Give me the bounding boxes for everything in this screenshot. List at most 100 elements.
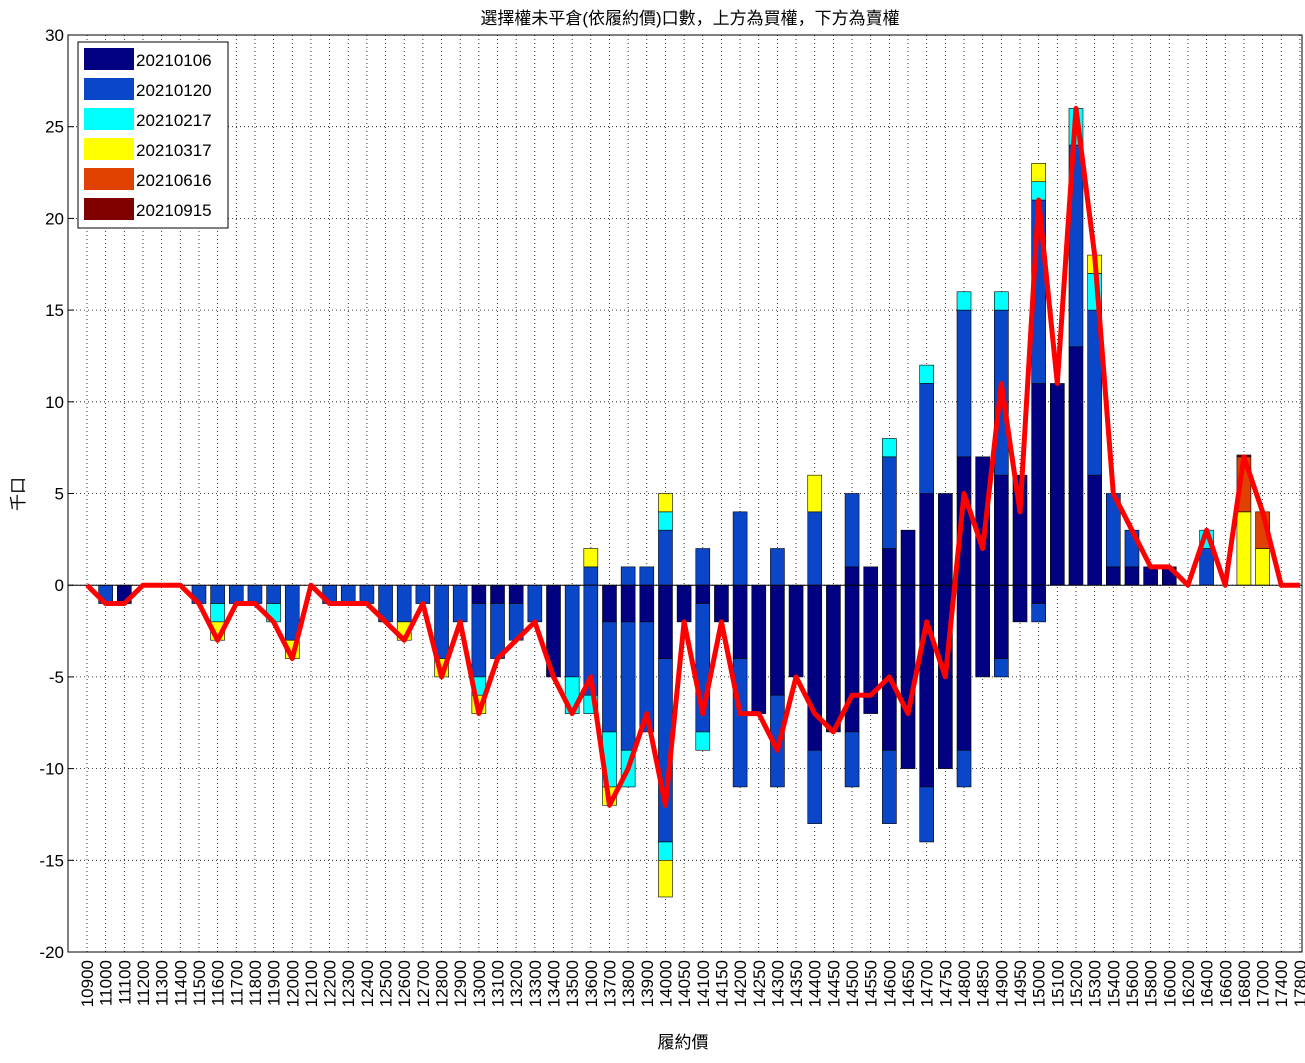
legend-label: 20210217 — [136, 111, 212, 130]
legend: 20210106 20210120 20210217 20210317 20210616… — [77, 41, 229, 229]
bar-segment — [490, 584, 505, 604]
bar-segment — [826, 584, 841, 733]
legend-label: 20210915 — [136, 201, 212, 220]
x-tick-label: 13200 — [507, 960, 526, 1007]
bar-segment — [1050, 383, 1065, 586]
net-line — [85, 105, 1300, 808]
bar-segment — [415, 584, 431, 604]
x-tick-label: 12900 — [451, 960, 470, 1007]
bar-segment — [639, 584, 655, 623]
bar-segment — [1199, 548, 1214, 586]
bar-segment — [1031, 603, 1046, 623]
x-tick-label: 14650 — [899, 960, 918, 1007]
x-tick-label: 14800 — [955, 960, 974, 1007]
bar-segment — [844, 493, 860, 568]
bar-segment — [658, 511, 673, 531]
bar-segment — [751, 584, 767, 714]
bar-segment — [938, 493, 953, 586]
bar-segment — [956, 291, 972, 311]
bar-segment — [732, 584, 748, 659]
bar-segment — [994, 658, 1009, 678]
bar-segment — [844, 566, 860, 586]
bar-segment — [844, 731, 860, 788]
x-tick-label: 13300 — [526, 960, 545, 1007]
x-tick-label: 13900 — [638, 960, 657, 1007]
bar-segment — [527, 584, 543, 623]
x-tick-label: 13500 — [563, 960, 582, 1007]
bar-segment — [695, 584, 711, 604]
bar-segment — [882, 749, 897, 824]
bar-segment — [900, 584, 916, 769]
x-tick-label: 13000 — [470, 960, 489, 1007]
legend-swatch — [84, 48, 134, 70]
bar-segment — [658, 859, 673, 898]
bar-segment — [583, 566, 599, 586]
bar-segment — [882, 548, 897, 586]
y-tick-label: 20 — [45, 209, 64, 228]
bar-segment — [919, 364, 935, 384]
chart-title: 選擇權未平倉(依履約價)口數，上方為買權，下方為賣權 — [480, 9, 899, 28]
x-tick-label: 14950 — [1011, 960, 1030, 1007]
x-tick-label: 14000 — [656, 960, 675, 1007]
bar-segment — [1031, 163, 1046, 183]
bar-segment — [658, 584, 673, 659]
x-tick-label: 16000 — [1160, 960, 1179, 1007]
x-tick-label: 14900 — [992, 960, 1011, 1007]
bar-segment — [1124, 566, 1140, 586]
bar-segment — [956, 309, 972, 458]
x-tick-label: 11400 — [171, 960, 190, 1006]
bar-segment — [956, 584, 972, 751]
bar-segment — [658, 493, 673, 513]
x-tick-label: 15300 — [1086, 960, 1105, 1007]
x-tick-label: 14200 — [731, 960, 750, 1007]
x-tick-label: 12100 — [302, 960, 321, 1007]
x-tick-label: 16600 — [1216, 960, 1235, 1007]
bar-segment — [919, 383, 935, 494]
x-tick-label: 16200 — [1179, 960, 1198, 1007]
legend-label: 20210120 — [136, 81, 212, 100]
x-tick-label: 13800 — [619, 960, 638, 1007]
x-tick-label: 12000 — [283, 960, 302, 1007]
x-tick-label: 14100 — [694, 960, 713, 1007]
x-tick-label: 16400 — [1198, 960, 1217, 1007]
bar-segment — [210, 603, 225, 623]
bar-segment — [359, 584, 375, 604]
bar-segment — [919, 493, 935, 586]
bar-segment — [807, 749, 823, 824]
bar-segment — [658, 841, 673, 861]
x-tick-label: 14300 — [768, 960, 787, 1007]
bar-segment — [975, 584, 990, 678]
y-axis-label: 千口 — [9, 477, 28, 511]
bar-segment — [695, 548, 711, 586]
legend-swatch — [84, 198, 134, 220]
y-tick-label: 10 — [45, 393, 64, 412]
y-tick-label: -5 — [49, 668, 64, 687]
bar-segment — [340, 584, 356, 604]
x-tick-label: 12800 — [433, 960, 452, 1007]
y-tick-label: -10 — [39, 760, 64, 779]
bar-segment — [732, 511, 748, 586]
x-tick-label: 11300 — [153, 960, 172, 1006]
bar-segment — [639, 621, 655, 733]
x-tick-label: 11900 — [265, 960, 284, 1006]
bar-segment — [919, 786, 935, 843]
x-tick-label: 13100 — [489, 960, 508, 1007]
y-tick-label: -15 — [39, 851, 64, 870]
y-tick-label: 15 — [45, 301, 64, 320]
x-tick-label: 16800 — [1235, 960, 1254, 1007]
x-tick-label: 14550 — [862, 960, 881, 1007]
bar-segment — [770, 584, 785, 696]
x-tick-label: 15100 — [1048, 960, 1067, 1007]
bar-segment — [770, 548, 785, 586]
x-tick-label: 14050 — [675, 960, 694, 1007]
legend-box — [77, 41, 229, 229]
legend-label: 20210317 — [136, 141, 212, 160]
x-tick-label: 12200 — [321, 960, 340, 1007]
bar-segment — [247, 584, 263, 604]
bar-segment — [1012, 584, 1028, 623]
y-tick-label: 5 — [55, 485, 64, 504]
bar-segment — [620, 584, 636, 623]
x-tick-label: 11700 — [227, 960, 246, 1006]
x-tick-label: 14700 — [918, 960, 937, 1007]
x-tick-label: 12600 — [395, 960, 414, 1007]
